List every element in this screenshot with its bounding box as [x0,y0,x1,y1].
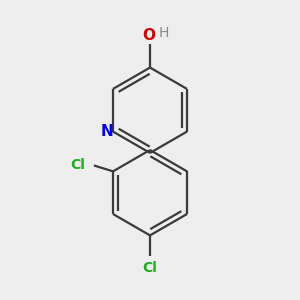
Text: N: N [100,124,113,139]
Text: Cl: Cl [70,158,85,172]
Text: O: O [142,28,155,43]
Text: Cl: Cl [142,261,158,275]
Text: H: H [158,26,169,40]
